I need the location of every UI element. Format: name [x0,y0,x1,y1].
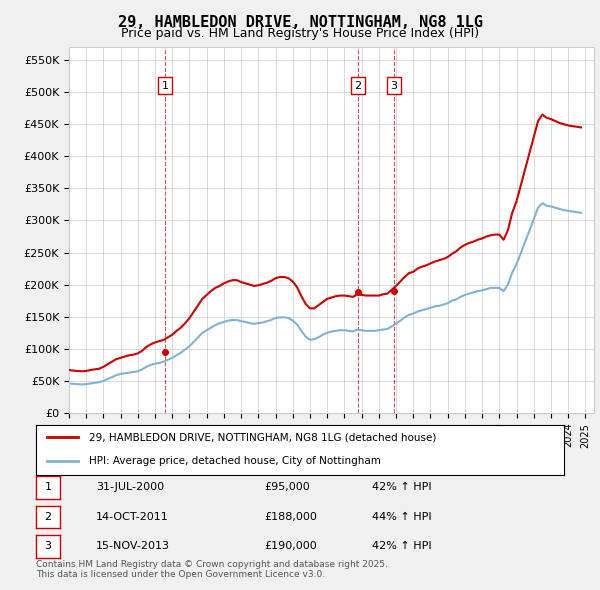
Text: 14-OCT-2011: 14-OCT-2011 [96,512,169,522]
Text: 1: 1 [161,81,169,91]
Text: HPI: Average price, detached house, City of Nottingham: HPI: Average price, detached house, City… [89,456,380,466]
Text: £188,000: £188,000 [264,512,317,522]
Text: 15-NOV-2013: 15-NOV-2013 [96,542,170,551]
Text: Price paid vs. HM Land Registry's House Price Index (HPI): Price paid vs. HM Land Registry's House … [121,27,479,40]
Text: 3: 3 [44,542,52,551]
Text: £190,000: £190,000 [264,542,317,551]
Text: 1: 1 [44,483,52,492]
Text: 2: 2 [355,81,362,91]
Text: £95,000: £95,000 [264,483,310,492]
Text: 29, HAMBLEDON DRIVE, NOTTINGHAM, NG8 1LG: 29, HAMBLEDON DRIVE, NOTTINGHAM, NG8 1LG [118,15,482,30]
Text: Contains HM Land Registry data © Crown copyright and database right 2025.
This d: Contains HM Land Registry data © Crown c… [36,560,388,579]
Text: 31-JUL-2000: 31-JUL-2000 [96,483,164,492]
Text: 3: 3 [391,81,397,91]
Text: 2: 2 [44,512,52,522]
Text: 29, HAMBLEDON DRIVE, NOTTINGHAM, NG8 1LG (detached house): 29, HAMBLEDON DRIVE, NOTTINGHAM, NG8 1LG… [89,432,436,442]
Text: 44% ↑ HPI: 44% ↑ HPI [372,512,431,522]
Text: 42% ↑ HPI: 42% ↑ HPI [372,483,431,492]
Text: 42% ↑ HPI: 42% ↑ HPI [372,542,431,551]
